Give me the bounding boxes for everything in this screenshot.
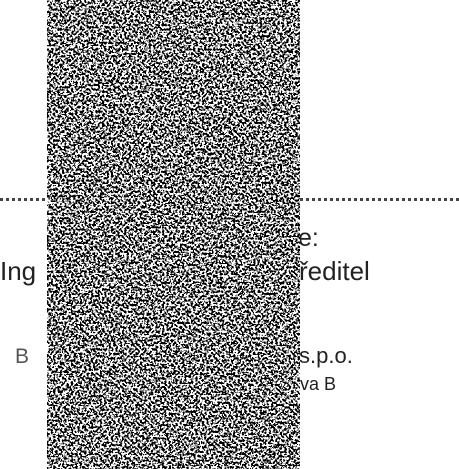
org-text: B	[15, 345, 30, 368]
redaction-noise	[47, 0, 300, 469]
name-text: Ing	[0, 256, 37, 286]
label-text: e:	[298, 224, 319, 252]
title-text: ředitel	[299, 256, 370, 286]
org-text: s.p.o.	[299, 343, 353, 368]
address-text: va B	[300, 374, 337, 394]
